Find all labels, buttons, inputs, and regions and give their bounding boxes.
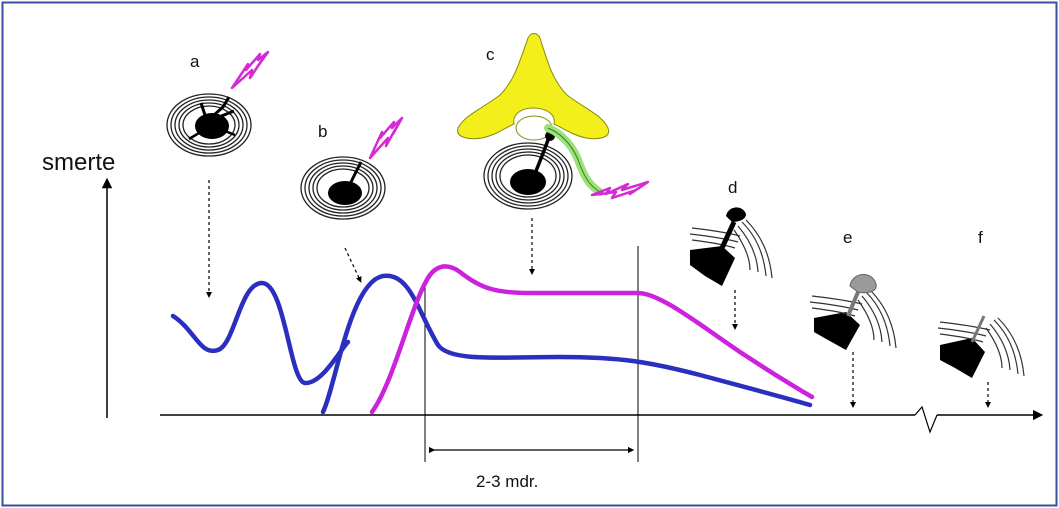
lightning-icon: [590, 180, 650, 200]
stage-label-c: c: [486, 45, 495, 64]
magenta-pain-curve: [369, 264, 815, 415]
stage-a-disc-icon: [166, 93, 252, 157]
lightning-icon: [230, 50, 270, 90]
blue-pain-curve-1: [170, 280, 351, 386]
y-axis-label: smerte: [42, 149, 115, 176]
blue-pain-curve-2: [320, 273, 813, 415]
stage-label-e: e: [843, 228, 852, 247]
duration-label: 2-3 mdr.: [476, 472, 538, 491]
dashed-arrow-icon: [206, 180, 991, 408]
stage-f-segment-icon: [937, 315, 1025, 378]
axis-break-icon: [914, 405, 938, 434]
lightning-icon: [368, 116, 404, 160]
stage-label-f: f: [978, 228, 983, 247]
stage-b-disc-icon: [300, 156, 386, 220]
stage-label-a: a: [190, 52, 200, 71]
stage-c-disc-icon: [483, 131, 573, 210]
x-axis: [160, 405, 1044, 434]
stage-c-vertebra-icon: [457, 33, 610, 141]
stage-label-b: b: [318, 122, 327, 141]
nerve-root-outline: [547, 127, 601, 193]
stage-e-segment-icon: [809, 274, 897, 350]
stage-label-d: d: [728, 178, 737, 197]
stage-d-segment-icon: [689, 204, 773, 286]
